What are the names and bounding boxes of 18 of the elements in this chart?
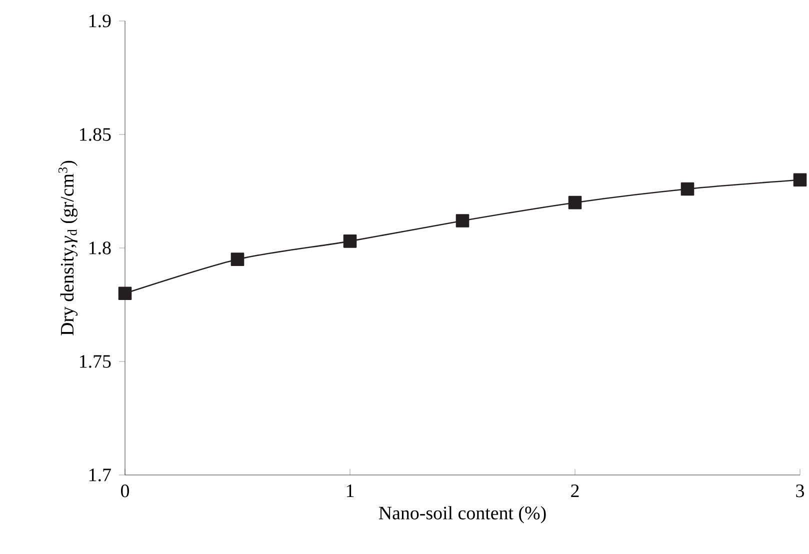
x-tick-label: 3 xyxy=(796,484,804,498)
y-tick-label: 1.75 xyxy=(80,355,111,368)
y-tick-label: 1.85 xyxy=(80,128,111,141)
point xyxy=(793,173,807,187)
point xyxy=(343,234,357,248)
y-tick-label: 1.7 xyxy=(89,468,111,482)
point xyxy=(568,196,582,210)
y-tick-label: 1.9 xyxy=(89,14,111,28)
x-tick-label: 0 xyxy=(120,484,130,498)
x-tick-label: 1 xyxy=(346,484,354,497)
y-tick-label: 1.8 xyxy=(89,242,111,254)
x-tick-label: 2 xyxy=(571,484,579,498)
x-axis-title: Nano-soil content (%) xyxy=(378,506,546,524)
point xyxy=(230,252,244,266)
y-axis-title: Dry density,γ$_{d}$ (gr/cm$^{3}$) xyxy=(58,160,78,336)
point xyxy=(680,182,694,196)
point xyxy=(118,286,132,300)
point xyxy=(456,214,470,228)
